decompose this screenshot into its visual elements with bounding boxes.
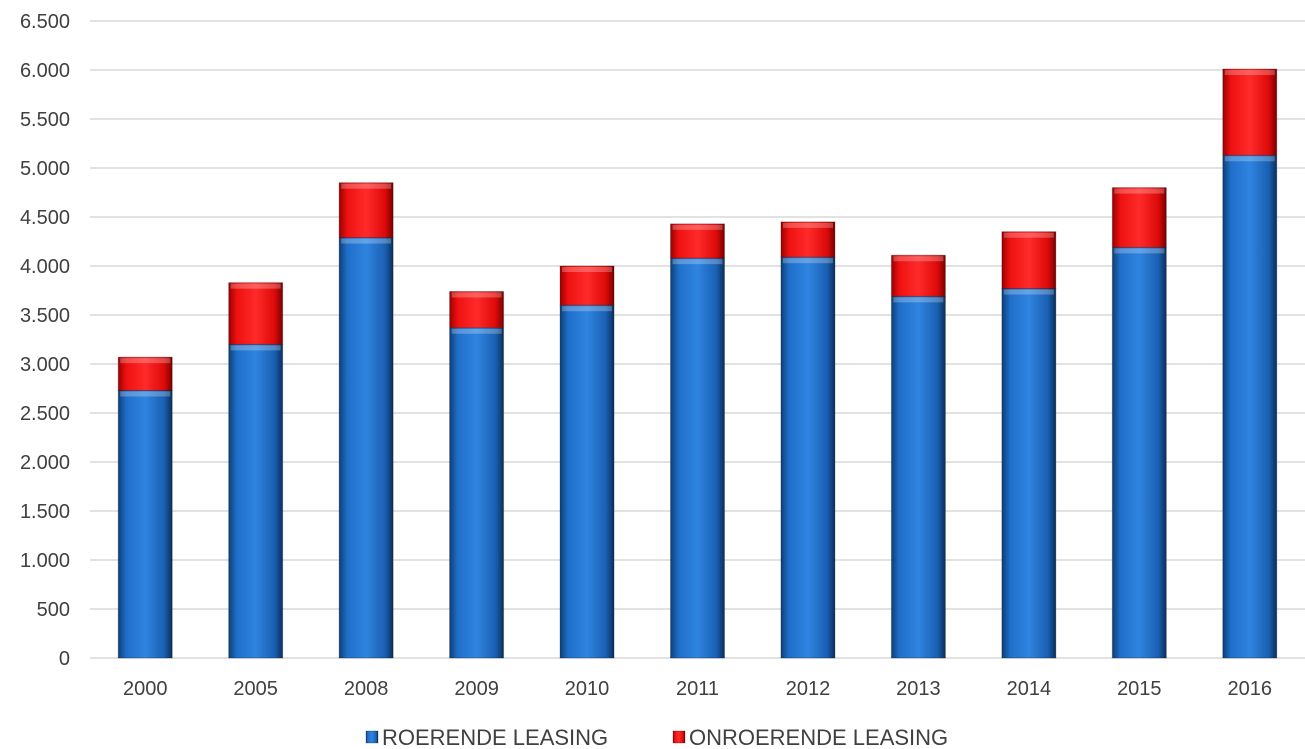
x-tick-label: 2014	[1007, 678, 1052, 700]
y-tick-label: 2.500	[20, 403, 70, 425]
y-tick-label: 5.000	[20, 158, 70, 180]
bar-highlight	[451, 292, 502, 298]
x-axis-ticks: 2000 2005 2008 2009 2010 2011 2012 2013 2014 2015…	[123, 678, 1272, 700]
bar-roerende-2000	[117, 389, 173, 659]
bar-highlight	[672, 224, 723, 230]
y-tick-label: 2.000	[20, 452, 70, 474]
bar-onroerende-2011	[670, 223, 725, 259]
bar-highlight	[893, 297, 944, 303]
y-tick-label: 6.000	[20, 60, 70, 82]
bar-highlight	[451, 328, 502, 334]
bar-onroerende-2010	[559, 265, 615, 306]
bar-onroerende-2000	[117, 356, 173, 391]
x-tick-label: 2000	[123, 678, 168, 700]
bar-onroerende-2012	[780, 221, 836, 258]
x-tick-label: 2009	[454, 678, 499, 700]
bar-highlight	[1003, 289, 1054, 295]
bar-highlight	[230, 345, 281, 351]
bar-highlight	[230, 283, 281, 289]
bar-highlight	[672, 259, 723, 265]
legend-swatch	[672, 730, 686, 744]
y-tick-label: 6.500	[20, 11, 70, 33]
bar-roerende-2010	[559, 304, 615, 659]
bar-highlight	[893, 256, 944, 262]
x-tick-label: 2012	[786, 678, 831, 700]
bar-roerende-2013	[890, 295, 946, 659]
bar-highlight	[562, 306, 613, 312]
bar-roerende-2012	[780, 256, 836, 659]
bar-highlight	[1114, 248, 1165, 254]
bar-highlight	[1114, 188, 1165, 194]
legend-label: ROERENDE LEASING	[382, 725, 608, 749]
x-tick-label: 2005	[233, 678, 278, 700]
bar-onroerende-2015	[1111, 187, 1167, 248]
bar-highlight	[1003, 232, 1054, 238]
bar-onroerende-2016	[1222, 68, 1278, 156]
bar-onroerende-2009	[449, 290, 505, 329]
x-tick-label: 2013	[896, 678, 941, 700]
bar-roerende-2016	[1222, 154, 1278, 659]
bar-roerende-2015	[1111, 246, 1167, 659]
bar-onroerende-2013	[890, 254, 946, 297]
legend-label: ONROERENDE LEASING	[689, 725, 948, 749]
bar-highlight	[120, 391, 171, 397]
y-tick-label: 0	[59, 648, 70, 670]
bar-highlight	[1224, 156, 1275, 162]
x-tick-label: 2008	[344, 678, 389, 700]
bar-roerende-2008	[338, 237, 394, 659]
x-tick-label: 2016	[1228, 678, 1273, 700]
y-tick-label: 3.000	[20, 354, 70, 376]
y-tick-label: 5.500	[20, 109, 70, 131]
bar-roerende-2014	[1001, 288, 1057, 659]
legend-swatch	[365, 730, 379, 744]
y-tick-label: 1.500	[20, 501, 70, 523]
x-tick-label: 2011	[676, 678, 719, 700]
bar-highlight	[782, 222, 833, 228]
bar-roerende-2009	[449, 327, 505, 659]
bar-highlight	[782, 258, 833, 264]
bar-highlight	[1224, 70, 1275, 76]
bar-highlight	[120, 358, 171, 364]
y-tick-label: 4.500	[20, 207, 70, 229]
y-tick-label: 500	[37, 599, 70, 621]
bar-highlight	[341, 183, 392, 189]
bars	[117, 68, 1278, 659]
bar-highlight	[341, 238, 392, 244]
x-tick-label: 2015	[1117, 678, 1162, 700]
bar-onroerende-2014	[1001, 231, 1057, 290]
bar-onroerende-2008	[338, 182, 394, 239]
y-tick-label: 1.000	[20, 550, 70, 572]
bar-roerende-2011	[670, 257, 725, 659]
bar-roerende-2005	[228, 343, 284, 659]
x-tick-label: 2010	[565, 678, 610, 700]
legend: ROERENDE LEASING ONROERENDE LEASING	[365, 725, 948, 749]
bar-highlight	[562, 267, 613, 272]
bar-onroerende-2005	[228, 282, 284, 345]
y-tick-label: 3.500	[20, 305, 70, 327]
y-axis-ticks: 0 500 1.000 1.500 2.000 2.500 3.000 3.500 4.000 4…	[20, 11, 70, 670]
y-tick-label: 4.000	[20, 256, 70, 278]
